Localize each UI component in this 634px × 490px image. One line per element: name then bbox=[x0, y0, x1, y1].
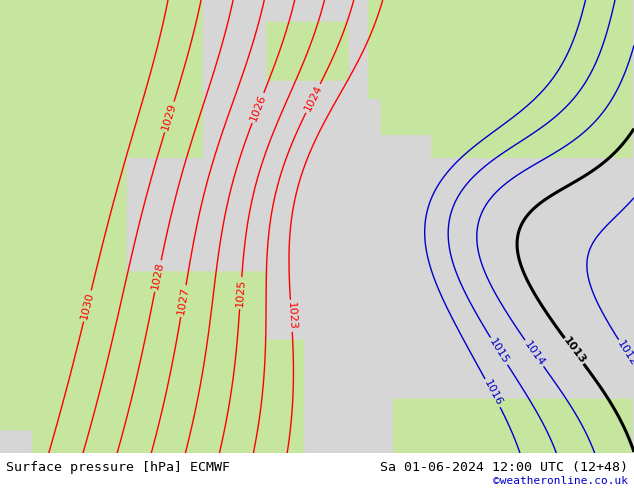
Text: 1025: 1025 bbox=[235, 279, 247, 307]
Text: 1014: 1014 bbox=[522, 339, 547, 368]
Text: Surface pressure [hPa] ECMWF: Surface pressure [hPa] ECMWF bbox=[6, 462, 230, 474]
Text: ©weatheronline.co.uk: ©weatheronline.co.uk bbox=[493, 476, 628, 486]
Text: 1030: 1030 bbox=[79, 291, 96, 321]
Text: 1026: 1026 bbox=[248, 93, 268, 123]
Text: 1027: 1027 bbox=[176, 286, 191, 316]
Text: 1024: 1024 bbox=[302, 83, 324, 113]
Text: 1023: 1023 bbox=[285, 301, 297, 330]
Text: Sa 01-06-2024 12:00 UTC (12+48): Sa 01-06-2024 12:00 UTC (12+48) bbox=[380, 462, 628, 474]
Text: 1028: 1028 bbox=[150, 261, 165, 291]
Text: 1029: 1029 bbox=[160, 102, 178, 132]
Text: 1013: 1013 bbox=[561, 336, 587, 367]
Text: 1015: 1015 bbox=[488, 337, 510, 366]
Text: 1012: 1012 bbox=[616, 339, 634, 368]
Text: 1016: 1016 bbox=[482, 378, 503, 408]
